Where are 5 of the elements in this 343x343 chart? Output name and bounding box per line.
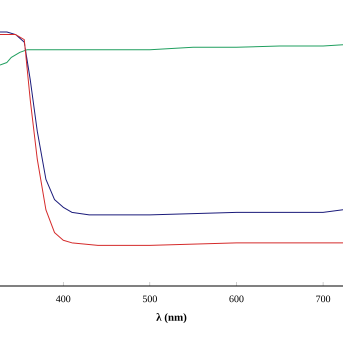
x-tick-label: 700 [316,296,330,302]
x-tick-label: 400 [56,296,70,302]
x-tick-label: 600 [229,296,244,302]
x-axis-title: λ (nm) [156,313,186,324]
x-tick-label: 500 [142,296,157,302]
